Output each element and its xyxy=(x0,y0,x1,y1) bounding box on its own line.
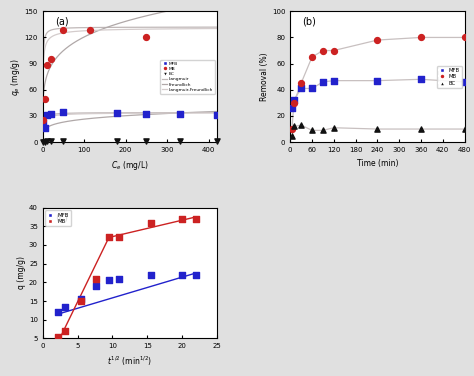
Point xyxy=(47,56,55,62)
Y-axis label: q (mg/g): q (mg/g) xyxy=(17,256,26,290)
Y-axis label: $q_e$ (mg/g): $q_e$ (mg/g) xyxy=(9,58,22,96)
Point xyxy=(290,97,298,103)
Point xyxy=(297,122,305,128)
Point xyxy=(374,126,381,132)
Point xyxy=(417,35,425,41)
Point xyxy=(40,120,47,126)
Point xyxy=(319,79,327,85)
Point xyxy=(92,276,100,282)
Point xyxy=(308,127,316,133)
Point xyxy=(330,47,337,53)
Point xyxy=(178,272,186,278)
Point xyxy=(417,76,425,82)
Point xyxy=(60,109,67,115)
X-axis label: Time (min): Time (min) xyxy=(356,159,398,168)
Point xyxy=(417,126,425,132)
Point xyxy=(213,138,221,144)
X-axis label: $C_e$ (mg/L): $C_e$ (mg/L) xyxy=(111,159,149,171)
Point xyxy=(297,80,305,86)
Point xyxy=(308,54,316,60)
Point xyxy=(143,33,150,39)
Point xyxy=(47,138,55,144)
Point xyxy=(105,277,113,284)
Point xyxy=(192,272,200,278)
Point xyxy=(143,138,150,144)
Point xyxy=(60,27,67,33)
Point xyxy=(54,334,62,340)
Point xyxy=(60,138,67,144)
Point xyxy=(105,235,113,241)
Legend: MFB, MB: MFB, MB xyxy=(46,210,71,226)
Text: (b): (b) xyxy=(302,17,316,27)
Point xyxy=(178,216,186,222)
Point xyxy=(115,276,122,282)
Y-axis label: Removal (%): Removal (%) xyxy=(260,52,269,101)
Point xyxy=(461,79,468,85)
Legend: MFB, MB, BC, Langmuir, Freundlich, Langmuir-Freundlich: MFB, MB, BC, Langmuir, Freundlich, Langm… xyxy=(160,60,215,94)
Point xyxy=(288,126,296,132)
Point xyxy=(61,328,69,334)
Text: (a): (a) xyxy=(55,17,68,27)
Point xyxy=(54,309,62,315)
Point xyxy=(47,111,55,117)
Point xyxy=(374,37,381,43)
Point xyxy=(176,138,183,144)
Point xyxy=(461,35,468,41)
Point xyxy=(308,85,316,91)
Point xyxy=(297,85,305,91)
Point xyxy=(114,138,121,144)
Point xyxy=(41,139,48,145)
Point xyxy=(374,77,381,83)
Point xyxy=(147,272,155,278)
Point xyxy=(77,296,85,302)
Point xyxy=(43,138,51,144)
Point xyxy=(290,123,298,129)
Point xyxy=(40,117,47,123)
Point xyxy=(143,111,150,117)
Point xyxy=(288,133,296,139)
Point xyxy=(77,298,85,304)
Text: (c): (c) xyxy=(55,213,68,223)
Point xyxy=(115,235,122,241)
Legend: MFB, MB, BC: MFB, MB, BC xyxy=(437,65,462,88)
Point xyxy=(290,100,298,106)
Point xyxy=(330,77,337,83)
Point xyxy=(41,96,48,102)
Point xyxy=(288,105,296,111)
X-axis label: $t^{1/2}$ (min$^{1/2}$): $t^{1/2}$ (min$^{1/2}$) xyxy=(107,355,153,368)
Point xyxy=(147,220,155,226)
Point xyxy=(61,303,69,309)
Point xyxy=(92,283,100,289)
Point xyxy=(40,139,47,145)
Point xyxy=(461,126,468,132)
Point xyxy=(330,125,337,131)
Point xyxy=(176,111,183,117)
Point xyxy=(192,216,200,222)
Point xyxy=(41,125,48,131)
Point xyxy=(213,112,221,118)
Point xyxy=(114,110,121,116)
Point xyxy=(319,127,327,133)
Point xyxy=(87,27,94,33)
Point xyxy=(43,62,51,68)
Point xyxy=(43,112,51,118)
Point xyxy=(319,47,327,53)
